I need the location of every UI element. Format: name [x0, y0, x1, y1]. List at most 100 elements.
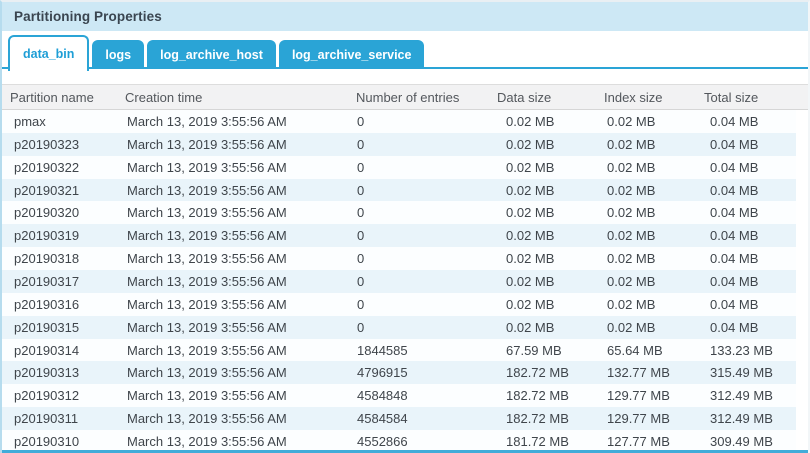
cell-index-size: 0.02 MB: [607, 251, 656, 267]
cell-number-of-entries: 0: [357, 296, 365, 312]
cell-total-size: 0.04 MB: [710, 159, 759, 175]
cell-number-of-entries: 1844585: [357, 342, 408, 358]
cell-total-size: 312.49 MB: [710, 388, 773, 404]
cell-number-of-entries: 0: [357, 228, 365, 244]
page-title: Partitioning Properties: [2, 2, 808, 31]
partitions-table: Partition name Creation time Number of ent…: [2, 84, 808, 453]
cell-creation-time: March 13, 2019 3:55:56 AM: [127, 113, 287, 129]
cell-creation-time: March 13, 2019 3:55:56 AM: [127, 251, 287, 267]
cell-creation-time: March 13, 2019 3:55:56 AM: [127, 159, 287, 175]
table-row: p20190322 March 13, 2019 3:55:56 AM 0 0.02 …: [2, 155, 796, 179]
cell-number-of-entries: 0: [357, 159, 365, 175]
table-row: p20190317 March 13, 2019 3:55:56 AM 0 0.02 …: [2, 270, 796, 293]
cell-number-of-entries: 0: [357, 205, 365, 221]
table-row: p20190320 March 13, 2019 3:55:56 AM 0 0.02 …: [2, 201, 796, 225]
cell-number-of-entries: 0: [357, 251, 365, 267]
cell-creation-time: March 13, 2019 3:55:56 AM: [127, 273, 287, 289]
cell-data-size: 67.59 MB: [506, 342, 562, 358]
column-header-total-size: Total size: [704, 89, 759, 105]
table-row: p20190312 March 13, 2019 3:55:56 AM 458484…: [2, 384, 796, 408]
cell-data-size: 0.02 MB: [506, 273, 555, 289]
cell-number-of-entries: 0: [357, 182, 365, 198]
cell-total-size: 0.04 MB: [710, 113, 759, 129]
cell-index-size: 129.77 MB: [607, 388, 670, 404]
cell-total-size: 0.04 MB: [710, 182, 759, 198]
column-header-creation-time: Creation time: [125, 89, 203, 105]
cell-creation-time: March 13, 2019 3:55:56 AM: [127, 342, 287, 358]
tab-log_archive_service[interactable]: log_archive_service: [278, 40, 425, 69]
cell-partition-name: p20190323: [14, 136, 80, 152]
cell-number-of-entries: 4584584: [357, 411, 408, 427]
table-row: p20190315 March 13, 2019 3:55:56 AM 0 0.02 …: [2, 315, 796, 339]
cell-number-of-entries: 4796915: [357, 365, 408, 381]
bottom-divider-bar: [2, 450, 808, 453]
cell-partition-name: p20190311: [14, 411, 79, 427]
cell-data-size: 0.02 MB: [506, 228, 555, 244]
cell-data-size: 0.02 MB: [506, 251, 555, 267]
cell-partition-name: p20190317: [14, 273, 80, 289]
table-row: p20190310 March 13, 2019 3:55:56 AM 455286…: [2, 430, 796, 453]
cell-data-size: 182.72 MB: [506, 411, 569, 427]
cell-data-size: 181.72 MB: [506, 433, 569, 449]
cell-data-size: 0.02 MB: [506, 136, 555, 152]
cell-index-size: 132.77 MB: [607, 365, 670, 381]
cell-index-size: 0.02 MB: [607, 319, 656, 335]
cell-total-size: 0.04 MB: [710, 319, 759, 335]
cell-index-size: 0.02 MB: [607, 113, 656, 129]
cell-creation-time: March 13, 2019 3:55:56 AM: [127, 388, 287, 404]
cell-index-size: 129.77 MB: [607, 411, 670, 427]
cell-index-size: 65.64 MB: [607, 342, 663, 358]
cell-index-size: 0.02 MB: [607, 228, 656, 244]
table-row: pmax March 13, 2019 3:55:56 AM 0 0.02 MB 0.0…: [2, 110, 796, 133]
table-row: p20190314 March 13, 2019 3:55:56 AM 184458…: [2, 338, 796, 362]
table-header-row: Partition name Creation time Number of ent…: [2, 84, 808, 110]
table-row: p20190319 March 13, 2019 3:55:56 AM 0 0.02 …: [2, 224, 796, 248]
table-row: p20190321 March 13, 2019 3:55:56 AM 0 0.02 …: [2, 178, 796, 202]
cell-partition-name: p20190322: [14, 159, 80, 175]
tab-logs[interactable]: logs: [92, 40, 145, 69]
cell-data-size: 0.02 MB: [506, 205, 555, 221]
cell-creation-time: March 13, 2019 3:55:56 AM: [127, 319, 287, 335]
cell-partition-name: p20190316: [14, 296, 80, 312]
cell-index-size: 0.02 MB: [607, 159, 656, 175]
column-header-index-size: Index size: [604, 89, 663, 105]
cell-number-of-entries: 0: [357, 136, 365, 152]
cell-creation-time: March 13, 2019 3:55:56 AM: [127, 296, 287, 312]
cell-index-size: 0.02 MB: [607, 273, 656, 289]
cell-creation-time: March 13, 2019 3:55:56 AM: [127, 205, 287, 221]
cell-number-of-entries: 0: [357, 113, 365, 129]
cell-number-of-entries: 0: [357, 319, 365, 335]
cell-partition-name: pmax: [14, 113, 46, 129]
table-row: p20190316 March 13, 2019 3:55:56 AM 0 0.02 …: [2, 292, 796, 316]
cell-index-size: 0.02 MB: [607, 182, 656, 198]
cell-index-size: 0.02 MB: [607, 296, 656, 312]
cell-number-of-entries: 4584848: [357, 388, 408, 404]
table-row: p20190311 March 13, 2019 3:55:56 AM 458458…: [2, 407, 796, 431]
cell-total-size: 0.04 MB: [710, 296, 759, 312]
cell-data-size: 0.02 MB: [506, 296, 555, 312]
cell-partition-name: p20190319: [14, 228, 80, 244]
cell-creation-time: March 13, 2019 3:55:56 AM: [127, 136, 287, 152]
cell-total-size: 0.04 MB: [710, 273, 759, 289]
table-row: p20190318 March 13, 2019 3:55:56 AM 0 0.02 …: [2, 247, 796, 271]
column-header-partition-name: Partition name: [10, 89, 94, 105]
cell-total-size: 0.04 MB: [710, 251, 759, 267]
cell-index-size: 0.02 MB: [607, 205, 656, 221]
cell-partition-name: p20190320: [14, 205, 80, 221]
column-header-number-of-entries: Number of entries: [356, 89, 460, 105]
cell-total-size: 0.04 MB: [710, 228, 759, 244]
cell-partition-name: p20190315: [14, 319, 80, 335]
tab-log_archive_host[interactable]: log_archive_host: [147, 40, 276, 69]
cell-partition-name: p20190310: [14, 433, 80, 449]
column-header-data-size: Data size: [497, 89, 552, 105]
cell-index-size: 0.02 MB: [607, 136, 656, 152]
tab-data_bin[interactable]: data_bin: [8, 35, 90, 71]
cell-number-of-entries: 4552866: [357, 433, 408, 449]
cell-partition-name: p20190321: [14, 182, 80, 198]
cell-total-size: 133.23 MB: [710, 342, 773, 358]
cell-creation-time: March 13, 2019 3:55:56 AM: [127, 182, 287, 198]
cell-partition-name: p20190312: [14, 388, 80, 404]
tab-bar: data_bin logs log_archive_host log_archive_…: [2, 31, 808, 71]
cell-creation-time: March 13, 2019 3:55:56 AM: [127, 433, 287, 449]
cell-data-size: 0.02 MB: [506, 182, 555, 198]
